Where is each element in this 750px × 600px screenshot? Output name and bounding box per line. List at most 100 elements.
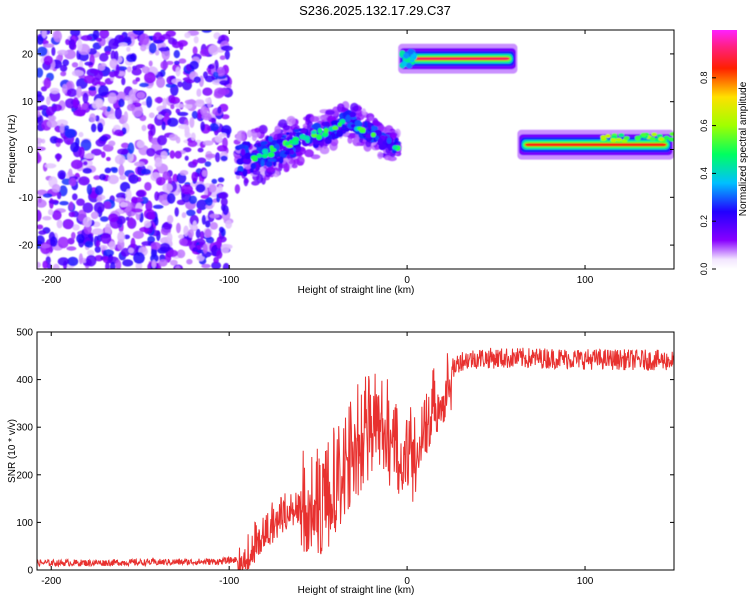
noise-blob: [81, 103, 88, 110]
noise-blob: [37, 137, 43, 144]
noise-blob: [83, 75, 96, 84]
noise-blob: [159, 242, 171, 252]
noise-blob: [132, 30, 144, 36]
noise-blob: [128, 217, 134, 226]
noise-blob: [48, 209, 54, 216]
chirp-core-blob: [284, 151, 290, 155]
noise-blob: [167, 249, 179, 258]
y-tick-label: 20: [22, 49, 34, 60]
noise-blob: [56, 153, 61, 162]
noise-blob: [179, 42, 184, 50]
chirp-knot: [261, 153, 268, 159]
noise-blob: [99, 52, 109, 62]
noise-blob: [91, 148, 102, 156]
noise-blob: [157, 114, 163, 120]
noise-blob: [96, 240, 101, 248]
noise-blob: [219, 226, 224, 233]
chirp-halo-blob: [266, 167, 276, 173]
noise-blob: [214, 135, 223, 143]
y-tick-label: 200: [16, 470, 33, 481]
noise-blob: [209, 213, 220, 219]
snr-y-label: SNR (10 * v/v): [7, 419, 18, 483]
noise-blob: [165, 83, 176, 88]
noise-blob: [153, 39, 164, 44]
noise-blob: [108, 241, 116, 250]
noise-blob: [37, 151, 41, 163]
noise-blob: [176, 249, 186, 259]
noise-blob: [52, 104, 63, 112]
chirp-halo-blob: [284, 163, 290, 172]
x-tick-label: -100: [219, 576, 239, 587]
noise-blob: [37, 35, 44, 45]
chirp-halo-blob: [368, 116, 374, 122]
noise-blob: [168, 176, 173, 185]
noise-blob: [195, 183, 206, 193]
noise-blob: [118, 164, 125, 177]
noise-blob: [82, 202, 94, 214]
noise-blob: [107, 174, 119, 185]
y-tick-label: 0: [27, 566, 33, 577]
noise-blob: [49, 87, 60, 94]
chirp-knot: [311, 130, 317, 135]
noise-blob: [141, 124, 147, 132]
chirp-knot: [392, 145, 399, 150]
upper-band-onset: [406, 62, 413, 69]
chirp-knot: [262, 148, 269, 155]
colorbar-tick-label: 0.6: [699, 119, 709, 132]
upper-band-onset: [403, 52, 410, 59]
noise-blob: [115, 259, 122, 269]
noise-blob: [52, 210, 62, 221]
noise-blob: [205, 197, 213, 206]
noise-blob: [208, 184, 217, 193]
noise-blob: [202, 87, 213, 96]
noise-blob: [166, 192, 176, 204]
noise-blob: [148, 42, 157, 54]
noise-blob: [127, 142, 135, 155]
noise-blob: [151, 259, 157, 269]
noise-blob: [196, 199, 208, 211]
noise-blob: [160, 151, 168, 160]
noise-blob: [147, 212, 155, 220]
noise-blob: [192, 159, 199, 166]
noise-blob: [217, 88, 230, 95]
colorbar-gradient: [712, 30, 737, 269]
noise-blob: [92, 30, 100, 40]
x-tick-label: 100: [577, 275, 594, 286]
noise-blob: [108, 213, 119, 223]
noise-blob: [131, 208, 143, 213]
noise-blob: [104, 167, 112, 174]
noise-blob: [72, 193, 78, 201]
noise-blob: [68, 201, 74, 211]
noise-blob: [205, 220, 211, 228]
noise-blob: [179, 170, 189, 176]
chirp-core-blob: [377, 137, 384, 145]
noise-blob: [174, 60, 180, 65]
x-tick-label: -200: [41, 576, 61, 587]
chirp-core-blob: [268, 135, 274, 143]
chirp-core-blob: [267, 158, 277, 162]
y-tick-label: 100: [16, 518, 33, 529]
noise-blob: [199, 231, 205, 239]
noise-blob: [194, 100, 205, 108]
chirp-halo-blob: [251, 180, 260, 186]
noise-blob: [64, 128, 76, 139]
noise-blob: [94, 255, 104, 262]
noise-blob: [37, 195, 42, 204]
noise-blob: [93, 201, 105, 214]
chirp-knot: [323, 127, 329, 134]
noise-blob: [105, 261, 110, 269]
noise-blob: [178, 58, 187, 64]
noise-blob: [200, 194, 209, 199]
snr-x-label: Height of straight line (km): [298, 585, 415, 596]
noise-blob: [139, 82, 150, 88]
chirp-halo-blob: [305, 114, 312, 123]
chirp-halo-blob: [241, 131, 246, 141]
lower-band-drift: [651, 132, 658, 137]
noise-blob: [83, 153, 95, 159]
noise-blob: [100, 216, 109, 222]
noise-blob: [76, 86, 82, 98]
noise-blob: [215, 152, 221, 163]
noise-blob: [135, 77, 141, 82]
noise-blob: [174, 150, 182, 159]
noise-blob: [41, 30, 47, 39]
